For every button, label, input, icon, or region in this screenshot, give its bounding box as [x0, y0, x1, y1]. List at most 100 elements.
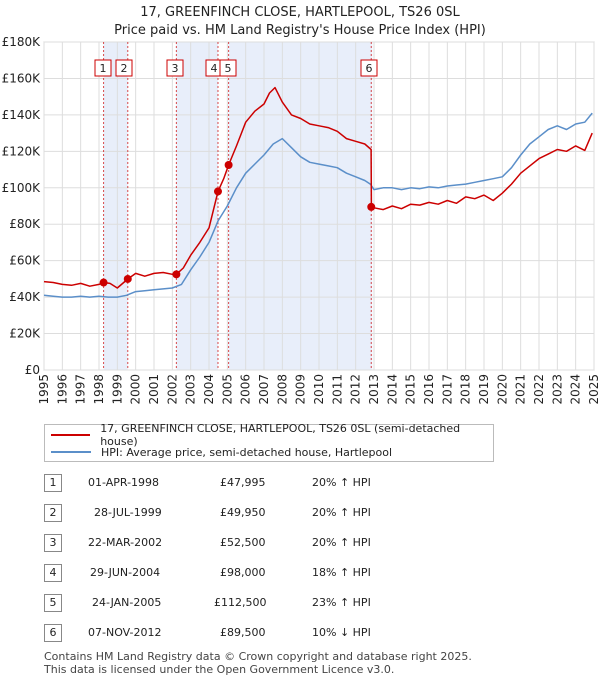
- marker-number: 6: [44, 624, 62, 642]
- x-tick-label: 2024: [569, 374, 583, 405]
- y-tick-label: £120K: [2, 144, 42, 158]
- sale-number-label: 3: [172, 62, 179, 75]
- sale-price: £112,500: [214, 596, 267, 609]
- sale-price: £98,000: [220, 566, 266, 579]
- hpi-series-line: [43, 112, 593, 298]
- x-tick-label: 2019: [477, 374, 491, 405]
- sale-number-box: [219, 59, 237, 77]
- sale-number-box: [94, 59, 112, 77]
- y-tick-label: £180K: [2, 35, 42, 49]
- hpi-diff: 18% ↑ HPI: [312, 566, 371, 579]
- sale-date: 28-JUL-1999: [94, 506, 162, 519]
- y-tick-label: £100K: [2, 181, 42, 195]
- x-tick-label: 2007: [257, 374, 271, 405]
- y-tick-label: £20K: [9, 327, 41, 341]
- sale-date: 07-NOV-2012: [88, 626, 162, 639]
- sale-price: £52,500: [220, 536, 266, 549]
- chart-title: 17, GREENFINCH CLOSE, HARTLEPOOL, TS26 0…: [140, 5, 460, 20]
- y-tick-label: £40K: [9, 290, 41, 304]
- sale-date: 29-JUN-2004: [90, 566, 161, 579]
- table-row: 6 07-NOV-2012 £89,500 10% ↓ HPI: [44, 622, 564, 644]
- x-tick-label: 1995: [37, 374, 51, 405]
- x-tick-label: 1999: [110, 374, 124, 405]
- hpi-diff: 20% ↑ HPI: [312, 536, 371, 549]
- sale-number-label: 4: [211, 62, 218, 75]
- legend-item-property: 17, GREENFINCH CLOSE, HARTLEPOOL, TS26 0…: [51, 422, 493, 448]
- legend-swatch-hpi: [51, 451, 91, 453]
- table-row: 4 29-JUN-2004 £98,000 18% ↑ HPI: [44, 562, 564, 584]
- x-tick-label: 1997: [74, 374, 88, 405]
- y-tick-label: £80K: [9, 217, 41, 231]
- sale-number-label: 5: [225, 62, 232, 75]
- sale-date: 24-JAN-2005: [92, 596, 162, 609]
- x-tick-label: 2018: [459, 374, 473, 405]
- hpi-diff: 10% ↓ HPI: [312, 626, 371, 639]
- sale-date: 22-MAR-2002: [88, 536, 163, 549]
- x-tick-label: 2002: [165, 374, 179, 405]
- sale-number-box: [360, 59, 378, 77]
- x-tick-label: 2004: [202, 374, 216, 405]
- ownership-band: [176, 42, 218, 370]
- marker-number: 1: [44, 474, 62, 492]
- x-tick-label: 2015: [404, 374, 418, 405]
- sale-point: [367, 202, 376, 211]
- x-tick-label: 2005: [220, 374, 234, 405]
- x-tick-label: 2017: [440, 374, 454, 405]
- legend-item-hpi: HPI: Average price, semi-detached house,…: [51, 444, 392, 460]
- x-tick-label: 2001: [147, 374, 161, 405]
- sale-number-box: [166, 59, 184, 77]
- marker-number: 2: [44, 504, 62, 522]
- legend-swatch-property: [51, 434, 91, 436]
- sale-number-box: [115, 59, 133, 77]
- x-tick-label: 2012: [349, 374, 363, 405]
- x-tick-label: 2023: [550, 374, 564, 405]
- sale-price: £49,950: [220, 506, 266, 519]
- x-tick-label: 2000: [129, 374, 143, 405]
- y-tick-label: £140K: [2, 108, 42, 122]
- copyright-line: Contains HM Land Registry data © Crown c…: [44, 650, 472, 663]
- sale-price: £47,995: [220, 476, 266, 489]
- legend-label-property: 17, GREENFINCH CLOSE, HARTLEPOOL, TS26 0…: [100, 422, 461, 448]
- chart-subtitle: Price paid vs. HM Land Registry's House …: [114, 23, 486, 38]
- table-row: 3 22-MAR-2002 £52,500 20% ↑ HPI: [44, 532, 564, 554]
- ownership-band: [103, 42, 128, 370]
- ownership-band: [228, 42, 372, 370]
- chart-legend: 17, GREENFINCH CLOSE, HARTLEPOOL, TS26 0…: [44, 422, 494, 462]
- x-tick-label: 2006: [239, 374, 253, 405]
- marker-number: 5: [44, 594, 62, 612]
- x-tick-label: 2014: [385, 374, 399, 405]
- hpi-diff: 20% ↑ HPI: [312, 476, 371, 489]
- x-tick-label: 2025: [587, 374, 600, 405]
- property-series-line: [43, 86, 593, 289]
- x-tick-label: 2013: [367, 374, 381, 405]
- x-tick-label: 2016: [422, 374, 436, 405]
- sale-point: [213, 187, 222, 196]
- marker-number: 3: [44, 534, 62, 552]
- x-tick-label: 2010: [312, 374, 326, 405]
- x-tick-label: 2009: [294, 374, 308, 405]
- marker-number: 4: [44, 564, 62, 582]
- x-tick-label: 2022: [532, 374, 546, 405]
- sale-point: [123, 274, 132, 283]
- x-tick-label: 2011: [330, 374, 344, 405]
- x-tick-label: 2003: [184, 374, 198, 405]
- y-tick-label: £0: [25, 363, 40, 377]
- sale-point: [172, 270, 181, 279]
- sale-date: 01-APR-1998: [88, 476, 160, 489]
- footer-notice: Contains HM Land Registry data © Crown c…: [44, 650, 472, 676]
- x-tick-label: 2008: [275, 374, 289, 405]
- table-row: 1 01-APR-1998 £47,995 20% ↑ HPI: [44, 472, 564, 494]
- sale-number-label: 6: [366, 62, 373, 75]
- x-tick-label: 1996: [55, 374, 69, 405]
- table-row: 5 24-JAN-2005 £112,500 23% ↑ HPI: [44, 592, 564, 614]
- licence-line: This data is licensed under the Open Gov…: [44, 663, 395, 676]
- y-tick-label: £160K: [2, 71, 42, 85]
- hpi-diff: 23% ↑ HPI: [312, 596, 371, 609]
- sale-point: [99, 278, 108, 287]
- sale-number-label: 1: [100, 62, 107, 75]
- sale-point: [224, 161, 233, 169]
- hpi-diff: 20% ↑ HPI: [312, 506, 371, 519]
- legend-label-hpi: HPI: Average price, semi-detached house,…: [101, 445, 393, 459]
- table-row: 2 28-JUL-1999 £49,950 20% ↑ HPI: [44, 502, 564, 524]
- sale-price: £89,500: [220, 626, 266, 639]
